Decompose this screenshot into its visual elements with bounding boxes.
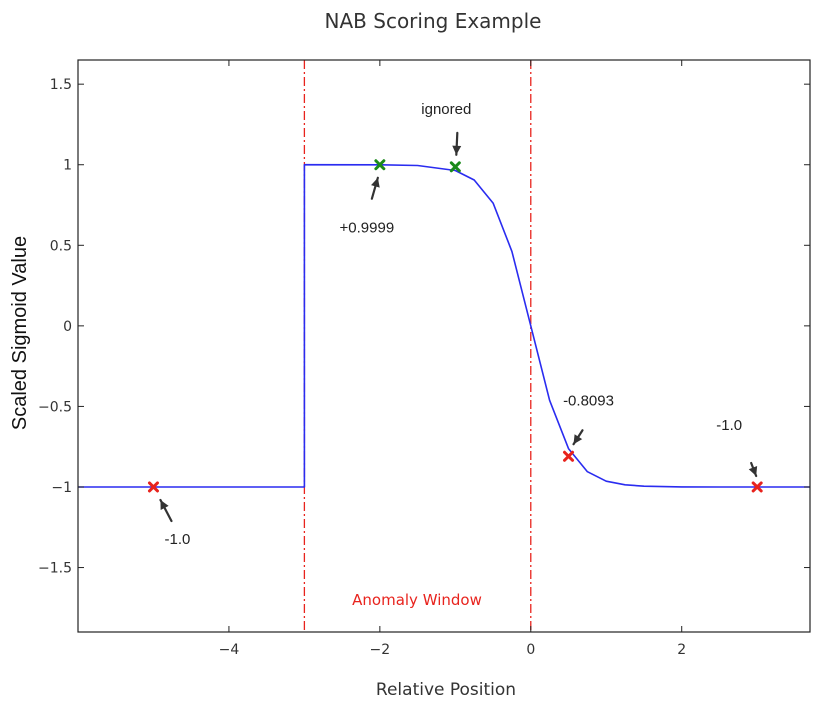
x-tick-label-1: −2 <box>370 642 391 658</box>
y-axis-label: Scaled Sigmoid Value <box>9 236 31 430</box>
marker-layer <box>147 159 763 493</box>
annotation-arrow-head-3 <box>573 434 583 445</box>
y-tick-label-3: 0 <box>63 319 72 335</box>
marker-4 <box>751 481 763 493</box>
marker-3 <box>563 450 575 462</box>
anomaly-window-layer <box>303 60 532 632</box>
anomaly-window-label: Anomaly Window <box>352 591 482 609</box>
x-ticks: −4 −2 0 2 <box>219 60 686 658</box>
marker-0-stroke-b <box>147 481 159 493</box>
annotation-label-1: +0.9999 <box>340 220 395 237</box>
marker-4-stroke-b <box>751 481 763 493</box>
y-ticks: 1.5 1 0.5 0 −0.5 −1 −1.5 <box>38 77 810 577</box>
marker-2-stroke-b <box>449 161 461 173</box>
y-tick-label-5: −1 <box>51 480 72 496</box>
annotation-layer: -1.0 +0.9999 ignored -0.8093 -1.0 <box>159 101 758 548</box>
marker-0 <box>147 481 159 493</box>
annotation-label-3: -0.8093 <box>563 392 614 409</box>
marker-2 <box>449 161 461 173</box>
annotation-arrow-head-0 <box>160 499 169 511</box>
scaled-sigmoid-line-0 <box>78 163 810 488</box>
x-tick-label-0: −4 <box>219 642 240 658</box>
x-tick-label-2: 0 <box>526 642 535 658</box>
annotation-label-4: -1.0 <box>716 417 742 434</box>
annotation-arrow-head-1 <box>371 177 380 188</box>
annotation-label-2: ignored <box>421 101 471 118</box>
x-tick-label-3: 2 <box>677 642 686 658</box>
y-tick-label-2: 0.5 <box>50 238 72 254</box>
y-tick-label-1: 1 <box>63 158 72 174</box>
annotation-arrow-head-2 <box>452 145 462 155</box>
y-tick-label-6: −1.5 <box>38 561 72 577</box>
annotation-label-0: -1.0 <box>165 531 191 548</box>
marker-1 <box>374 159 386 171</box>
chart-title: NAB Scoring Example <box>325 9 542 33</box>
x-axis-label: Relative Position <box>376 680 516 700</box>
marker-3-stroke-b <box>563 450 575 462</box>
annotation-arrow-head-4 <box>748 465 758 476</box>
plot-frame <box>77 59 811 633</box>
marker-1-stroke-b <box>374 159 386 171</box>
series-layer <box>78 163 810 488</box>
y-tick-label-0: 1.5 <box>50 77 72 93</box>
y-tick-label-4: −0.5 <box>38 399 72 415</box>
